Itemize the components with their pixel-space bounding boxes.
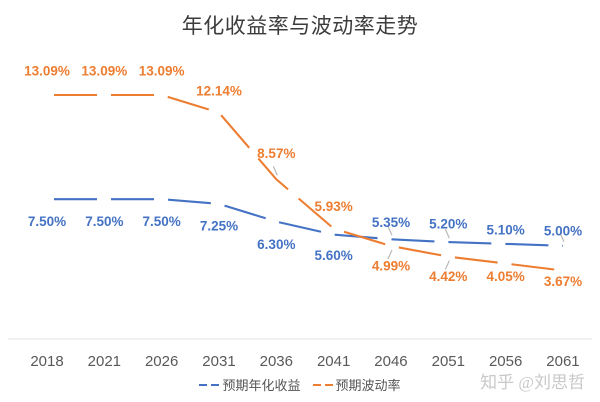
data-label: 3.67% bbox=[544, 274, 582, 289]
x-axis-label: 2056 bbox=[489, 353, 522, 370]
data-label: 12.14% bbox=[196, 83, 242, 98]
data-label: 4.05% bbox=[486, 269, 524, 284]
x-axis-label: 2026 bbox=[145, 353, 178, 370]
label-leader-tick bbox=[559, 232, 565, 243]
label-leader-tick bbox=[387, 249, 393, 260]
data-label: 4.42% bbox=[429, 269, 467, 284]
legend-label: 预期年化收益 bbox=[222, 378, 301, 393]
data-label: 5.20% bbox=[429, 217, 467, 232]
data-label: 6.30% bbox=[257, 237, 295, 252]
x-axis-label: 2051 bbox=[432, 353, 465, 370]
x-axis-label: 2021 bbox=[88, 353, 121, 370]
chart-title: 年化收益率与波动率走势 bbox=[181, 14, 419, 38]
data-label: 13.09% bbox=[139, 64, 185, 79]
series-line-expected-return bbox=[47, 198, 564, 247]
x-axis-label: 2036 bbox=[260, 353, 293, 370]
data-label: 8.57% bbox=[257, 146, 295, 161]
data-label: 7.50% bbox=[85, 214, 123, 229]
data-label: 5.93% bbox=[315, 199, 353, 214]
x-axis-label: 2061 bbox=[546, 353, 579, 370]
data-label: 5.00% bbox=[544, 223, 582, 238]
legend-label: 预期波动率 bbox=[335, 378, 401, 393]
data-label: 7.50% bbox=[143, 214, 181, 229]
dashed-line-swatch-blue bbox=[199, 383, 220, 386]
data-label: 5.35% bbox=[372, 215, 410, 230]
label-leader-tick bbox=[272, 166, 278, 176]
legend-item-expected-return: 预期年化收益 bbox=[199, 375, 301, 394]
data-label: 4.99% bbox=[372, 259, 410, 274]
data-label: 13.09% bbox=[24, 64, 70, 79]
legend: 预期年化收益 预期波动率 bbox=[0, 375, 600, 394]
dashed-line-swatch-orange bbox=[312, 383, 333, 386]
series-line-expected-volatility bbox=[47, 93, 564, 272]
data-label: 7.50% bbox=[28, 214, 66, 229]
x-axis-label: 2046 bbox=[374, 353, 407, 370]
data-label: 5.10% bbox=[486, 222, 524, 237]
data-label: 5.60% bbox=[315, 248, 353, 263]
x-axis-label: 2041 bbox=[317, 353, 350, 370]
label-leader-tick bbox=[444, 228, 450, 239]
data-label: 13.09% bbox=[81, 64, 127, 79]
label-leader-tick bbox=[387, 226, 393, 236]
legend-item-expected-volatility: 预期波动率 bbox=[312, 375, 401, 394]
x-axis-label: 2018 bbox=[30, 353, 63, 370]
data-label: 7.25% bbox=[200, 218, 238, 233]
watermark: 知乎 @刘思哲 bbox=[480, 373, 585, 392]
x-axis-label: 2031 bbox=[202, 353, 235, 370]
label-leader-tick bbox=[444, 260, 450, 270]
